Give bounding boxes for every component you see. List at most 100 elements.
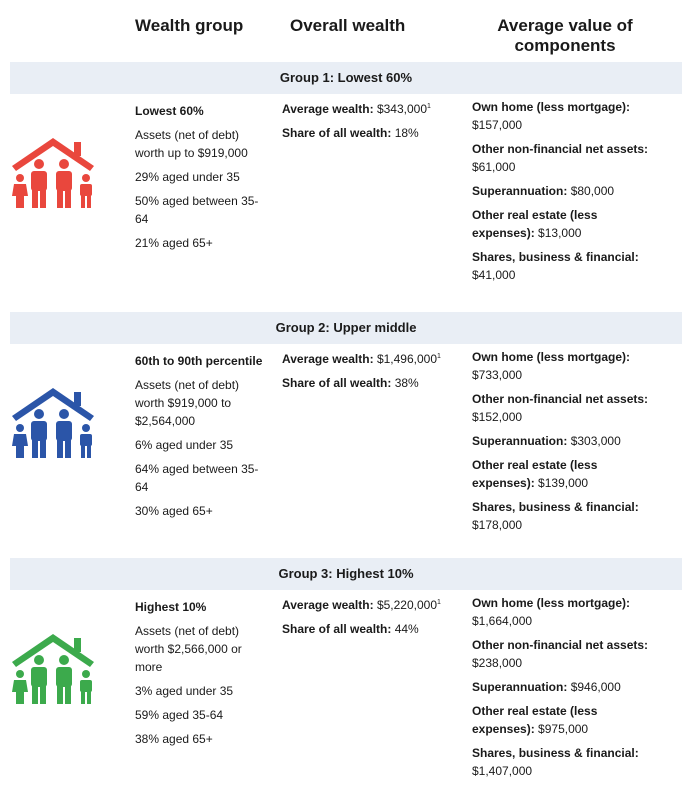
average-wealth: Average wealth: $343,0001 — [282, 98, 457, 118]
average-wealth: Average wealth: $1,496,0001 — [282, 348, 457, 368]
component: Other real estate (less expenses): $975,… — [472, 702, 652, 738]
group-detail: Assets (net of debt) worth $2,566,000 or… — [135, 624, 242, 674]
family-house-icon — [12, 388, 94, 458]
component-value: $139,000 — [538, 476, 589, 490]
component-label: Other non-financial net assets: — [472, 392, 649, 406]
average-wealth-value: $343,000 — [376, 102, 427, 116]
component: Other non-financial net assets: $61,000 — [472, 140, 652, 176]
average-wealth-label: Average wealth: — [282, 352, 374, 366]
family-house-icon — [12, 138, 94, 208]
component-label: Own home (less mortgage): — [472, 350, 631, 364]
component-value: $946,000 — [570, 680, 621, 694]
component: Shares, business & financial: $41,000 — [472, 248, 652, 284]
components-column: Own home (less mortgage): $733,000 Other … — [472, 348, 652, 540]
group-detail: 38% aged 65+ — [135, 732, 213, 746]
group-detail: Assets (net of debt) worth up to $919,00… — [135, 128, 248, 160]
family-house-icon — [12, 634, 94, 704]
component-value: $975,000 — [538, 722, 589, 736]
component-value: $41,000 — [472, 268, 516, 282]
component-label: Shares, business & financial: — [472, 250, 639, 264]
average-wealth: Average wealth: $5,220,0001 — [282, 594, 457, 614]
group-name: Lowest 60% — [135, 104, 204, 118]
overall-wealth-column: Average wealth: $1,496,0001 Share of all … — [282, 348, 457, 398]
group-detail: 50% aged between 35-64 — [135, 194, 259, 226]
component-value: $80,000 — [570, 184, 615, 198]
share-value: 38% — [394, 376, 419, 390]
group-detail: Assets (net of debt) worth $919,000 to $… — [135, 378, 240, 428]
component: Own home (less mortgage): $157,000 — [472, 98, 652, 134]
average-wealth-label: Average wealth: — [282, 102, 374, 116]
component: Other non-financial net assets: $152,000 — [472, 390, 652, 426]
share-label: Share of all wealth: — [282, 622, 392, 636]
component-label: Other real estate (less expenses): — [472, 458, 598, 490]
component: Own home (less mortgage): $1,664,000 — [472, 594, 652, 630]
group-detail: 21% aged 65+ — [135, 236, 213, 250]
average-wealth-label: Average wealth: — [282, 598, 374, 612]
header-components: Average value of components — [497, 16, 633, 55]
component: Superannuation: $946,000 — [472, 678, 652, 696]
component: Other non-financial net assets: $238,000 — [472, 636, 652, 672]
component-label: Superannuation: — [472, 434, 568, 448]
group-title: Group 2: Upper middle — [10, 312, 682, 344]
group-detail: 29% aged under 35 — [135, 170, 240, 184]
components-column: Own home (less mortgage): $157,000 Other … — [472, 98, 652, 290]
wealth-group-column: 60th to 90th percentile Assets (net of de… — [135, 352, 265, 526]
component-label: Other non-financial net assets: — [472, 142, 649, 156]
component-label: Other real estate (less expenses): — [472, 704, 598, 736]
component-label: Superannuation: — [472, 680, 568, 694]
component-value: $1,407,000 — [472, 764, 533, 778]
component-label: Shares, business & financial: — [472, 500, 639, 514]
component: Shares, business & financial: $1,407,000 — [472, 744, 652, 780]
component-label: Own home (less mortgage): — [472, 596, 631, 610]
component-value: $157,000 — [472, 118, 523, 132]
component-label: Other real estate (less expenses): — [472, 208, 598, 240]
share-of-wealth: Share of all wealth: 38% — [282, 374, 457, 392]
components-column: Own home (less mortgage): $1,664,000 Othe… — [472, 594, 652, 786]
component: Other real estate (less expenses): $13,0… — [472, 206, 652, 242]
overall-wealth-column: Average wealth: $5,220,0001 Share of all … — [282, 594, 457, 644]
component-label: Shares, business & financial: — [472, 746, 639, 760]
overall-wealth-column: Average wealth: $343,0001 Share of all we… — [282, 98, 457, 148]
component: Superannuation: $80,000 — [472, 182, 652, 200]
component-value: $303,000 — [570, 434, 621, 448]
share-value: 44% — [394, 622, 419, 636]
average-wealth-value: $5,220,000 — [376, 598, 437, 612]
share-label: Share of all wealth: — [282, 126, 392, 140]
component-value: $13,000 — [538, 226, 582, 240]
footnote-marker: 1 — [437, 353, 441, 360]
footnote-marker: 1 — [427, 103, 431, 110]
group-detail: 59% aged 35-64 — [135, 708, 224, 722]
group-detail: 6% aged under 35 — [135, 438, 234, 452]
group-detail: 30% aged 65+ — [135, 504, 213, 518]
component-value: $238,000 — [472, 656, 523, 670]
share-label: Share of all wealth: — [282, 376, 392, 390]
component-label: Own home (less mortgage): — [472, 100, 631, 114]
group-title: Group 1: Lowest 60% — [10, 62, 682, 94]
component-value: $152,000 — [472, 410, 523, 424]
group-detail: 3% aged under 35 — [135, 684, 234, 698]
component-label: Superannuation: — [472, 184, 568, 198]
component-value: $733,000 — [472, 368, 523, 382]
group-detail: 64% aged between 35-64 — [135, 462, 259, 494]
share-value: 18% — [394, 126, 419, 140]
wealth-group-column: Highest 10% Assets (net of debt) worth $2… — [135, 598, 265, 754]
share-of-wealth: Share of all wealth: 44% — [282, 620, 457, 638]
average-wealth-value: $1,496,000 — [376, 352, 437, 366]
wealth-group-column: Lowest 60% Assets (net of debt) worth up … — [135, 102, 265, 258]
component-value: $1,664,000 — [472, 614, 533, 628]
component: Superannuation: $303,000 — [472, 432, 652, 450]
group-name: 60th to 90th percentile — [135, 354, 263, 368]
header-wealth-group: Wealth group — [135, 16, 244, 35]
header-overall-wealth: Overall wealth — [290, 16, 406, 35]
footnote-marker: 1 — [437, 599, 441, 606]
component-value: $61,000 — [472, 160, 516, 174]
share-of-wealth: Share of all wealth: 18% — [282, 124, 457, 142]
component: Own home (less mortgage): $733,000 — [472, 348, 652, 384]
component-value: $178,000 — [472, 518, 523, 532]
component: Shares, business & financial: $178,000 — [472, 498, 652, 534]
component-label: Other non-financial net assets: — [472, 638, 649, 652]
group-title: Group 3: Highest 10% — [10, 558, 682, 590]
group-name: Highest 10% — [135, 600, 207, 614]
component: Other real estate (less expenses): $139,… — [472, 456, 652, 492]
